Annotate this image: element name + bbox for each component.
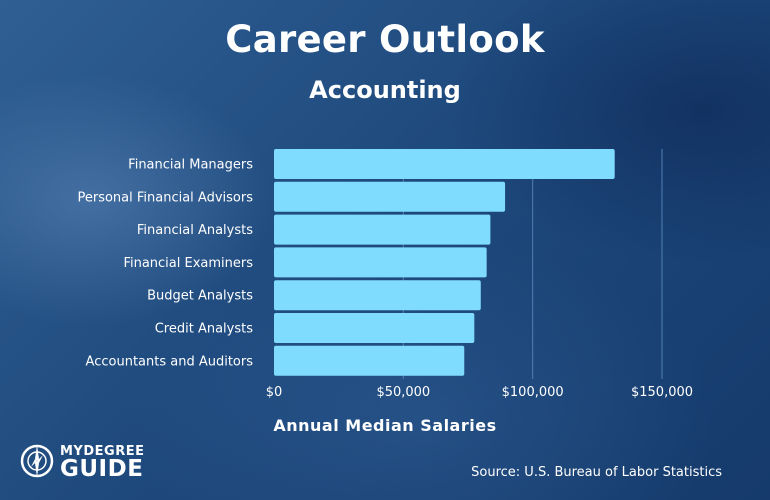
category-label: Personal Financial Advisors [77,190,253,205]
bar [274,181,506,212]
category-label: Accountants and Auditors [86,354,254,369]
x-axis-label: Annual Median Salaries [273,416,497,435]
brand-logo: MYDEGREE GUIDE [18,442,158,484]
x-tick-label: $50,000 [376,385,430,400]
logo-text-bottom: GUIDE [60,456,144,482]
bar [274,280,481,311]
category-label: Financial Examiners [123,256,253,271]
bar [274,214,491,245]
bar [274,345,465,376]
bars [274,149,615,376]
chart-subtitle: Accounting [309,76,461,104]
chart-title: Career Outlook [225,18,545,61]
compass-icon [20,444,54,478]
source-note: Source: U.S. Bureau of Labor Statistics [471,465,722,480]
logo-text-top: MYDEGREE [60,444,145,459]
x-tick-label: $100,000 [502,385,564,400]
x-tick-labels: $0 $50,000 $100,000 $150,000 [266,385,693,400]
category-label: Financial Analysts [137,223,253,238]
bar [274,247,487,278]
x-tick-label: $150,000 [631,385,693,400]
category-label: Financial Managers [128,158,253,173]
bar [274,313,475,343]
category-label: Budget Analysts [147,289,253,304]
x-tick-label: $0 [266,385,283,400]
bar [274,149,615,179]
category-labels: Financial Managers Personal Financial Adv… [77,158,253,370]
category-label: Credit Analysts [155,322,254,337]
